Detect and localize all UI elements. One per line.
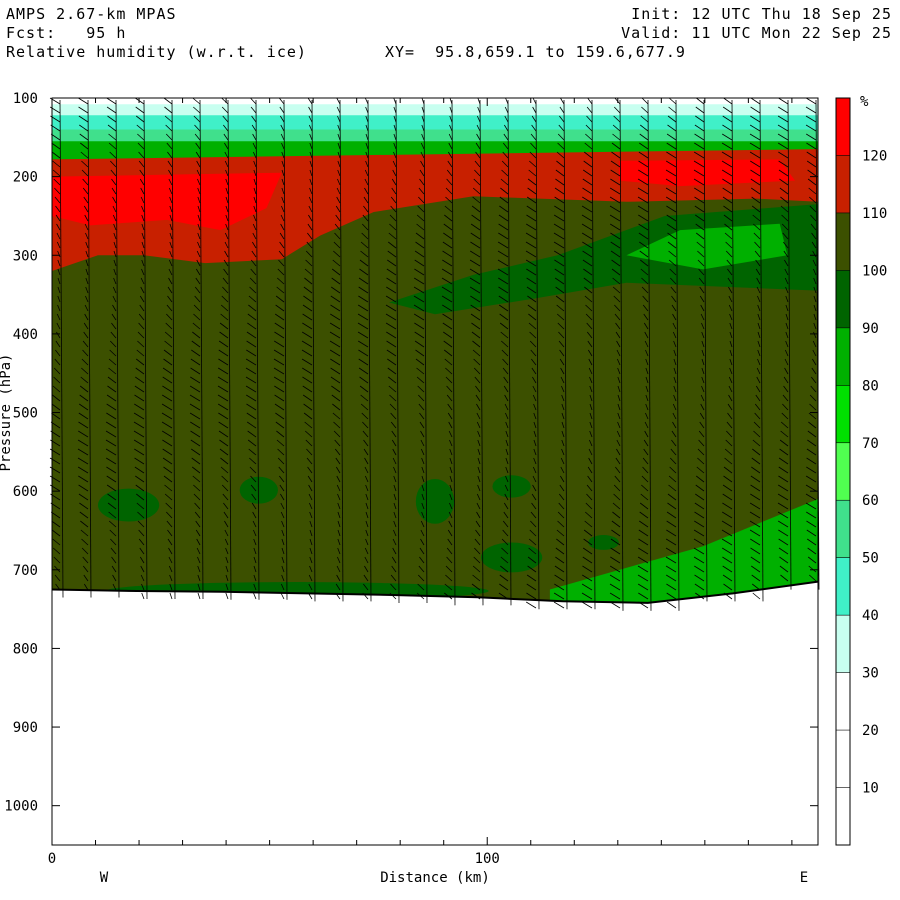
- y-axis-label: Pressure (hPa): [0, 354, 14, 472]
- wind-barb-column: [133, 97, 148, 600]
- colorbar-level-label: 20: [862, 723, 879, 739]
- wind-barb-column: [553, 97, 568, 610]
- y-tick-label: 400: [13, 327, 38, 343]
- wind-barb-column: [777, 97, 792, 590]
- colorbar-level-label: 70: [862, 436, 879, 452]
- wind-barb-column: [581, 97, 596, 610]
- cross-section-xy: XY= 95.8,659.1 to 159.6,677.9: [385, 43, 686, 61]
- wind-barb-column: [301, 97, 316, 602]
- wind-barb-column: [77, 97, 92, 598]
- colorbar-swatch: [836, 385, 850, 443]
- y-tick-label: 800: [13, 641, 38, 657]
- y-tick-label: 300: [13, 248, 38, 264]
- wind-barb-column: [357, 97, 372, 602]
- colorbar-swatch: [836, 212, 850, 271]
- y-tick-label: 600: [13, 484, 38, 500]
- colorbar-swatch: [836, 615, 850, 673]
- rh-patch-90-4: [480, 542, 543, 573]
- colorbar-swatch: [836, 730, 850, 788]
- x-tick-label: 100: [475, 851, 500, 867]
- model-title: AMPS 2.67-km MPAS: [6, 5, 177, 23]
- colorbar-level-label: 110: [862, 206, 887, 222]
- wind-barb-column: [49, 97, 64, 598]
- rh-patch-90-1: [239, 476, 278, 504]
- colorbar-swatch: [836, 500, 850, 558]
- rh-patch-90-3: [492, 475, 531, 498]
- terrain-below-ground: [52, 581, 818, 845]
- y-tick-label: 700: [13, 563, 38, 579]
- colorbar-swatch: [836, 327, 850, 386]
- colorbar-level-label: 90: [862, 321, 879, 337]
- wind-barb-column: [749, 97, 764, 602]
- x-tick-label: 0: [48, 851, 56, 867]
- colorbar-level-label: 120: [862, 148, 887, 164]
- colorbar-swatch: [836, 557, 850, 616]
- wind-barb-column: [665, 97, 680, 611]
- wind-barb-column: [105, 97, 120, 598]
- y-tick-label: 1000: [4, 799, 38, 815]
- wind-barb-column: [721, 97, 736, 602]
- plot-frame: [51, 97, 819, 846]
- wind-barb-column: [189, 97, 204, 600]
- colorbar-level-label: 40: [862, 608, 879, 624]
- colorbar-level-label: 80: [862, 378, 879, 394]
- wind-barb-column: [385, 97, 400, 603]
- wind-barb-column: [413, 97, 428, 603]
- rh-patch-80-lower: [549, 499, 818, 606]
- init-time: Init: 12 UTC Thu 18 Sep 25: [631, 5, 892, 23]
- rh-patch-90-2: [415, 478, 455, 524]
- colorbar-swatch: [836, 270, 850, 328]
- colorbar-level-label: 30: [862, 666, 879, 682]
- rh-patch-80-upper: [626, 223, 788, 270]
- rh-patch-90-0: [97, 488, 160, 522]
- colorbar-swatch: [836, 442, 850, 501]
- rh-band-low: [52, 98, 818, 105]
- wind-barb-column: [637, 97, 652, 611]
- x-end-label-east: E: [800, 870, 808, 886]
- wind-barb-column: [469, 97, 484, 606]
- colorbar-swatch: [836, 787, 850, 845]
- valid-time: Valid: 11 UTC Mon 22 Sep 25: [621, 24, 892, 42]
- colorbar-swatch: [836, 155, 850, 213]
- colorbar-swatch: [836, 672, 850, 731]
- terrain-surface-line: [51, 580, 819, 604]
- forecast-hour: Fcst: 95 h: [6, 24, 127, 42]
- wind-barb-column: [245, 97, 260, 600]
- x-axis-label: Distance (km): [380, 870, 490, 886]
- colorbar-swatch: [836, 98, 850, 156]
- y-tick-label: 900: [13, 720, 38, 736]
- y-tick-label: 200: [13, 170, 38, 186]
- wind-barb-column: [497, 97, 512, 606]
- colorbar-level-label: 10: [862, 781, 879, 797]
- colorbar-level-label: 60: [862, 493, 879, 509]
- rh-patch-120-west: [52, 172, 282, 231]
- y-tick-label: 100: [13, 91, 38, 107]
- colorbar-unit: %: [860, 94, 869, 110]
- rh-patch-90-6: [588, 534, 619, 550]
- wind-barb-column: [441, 97, 456, 606]
- x-end-label-west: W: [100, 870, 109, 886]
- wind-barb-column: [525, 97, 540, 610]
- wind-barb-column: [273, 97, 288, 600]
- wind-barb-column: [329, 97, 344, 602]
- colorbar-frame: [835, 97, 851, 846]
- colorbar-level-label: 100: [862, 263, 887, 279]
- y-tick-label: 500: [13, 406, 38, 422]
- wind-barb-column: [161, 97, 176, 600]
- wind-barb-column: [693, 97, 708, 602]
- colorbar-level-label: 50: [862, 551, 879, 567]
- variable-name: Relative humidity (w.r.t. ice): [6, 43, 307, 61]
- wind-barb-column: [217, 97, 232, 600]
